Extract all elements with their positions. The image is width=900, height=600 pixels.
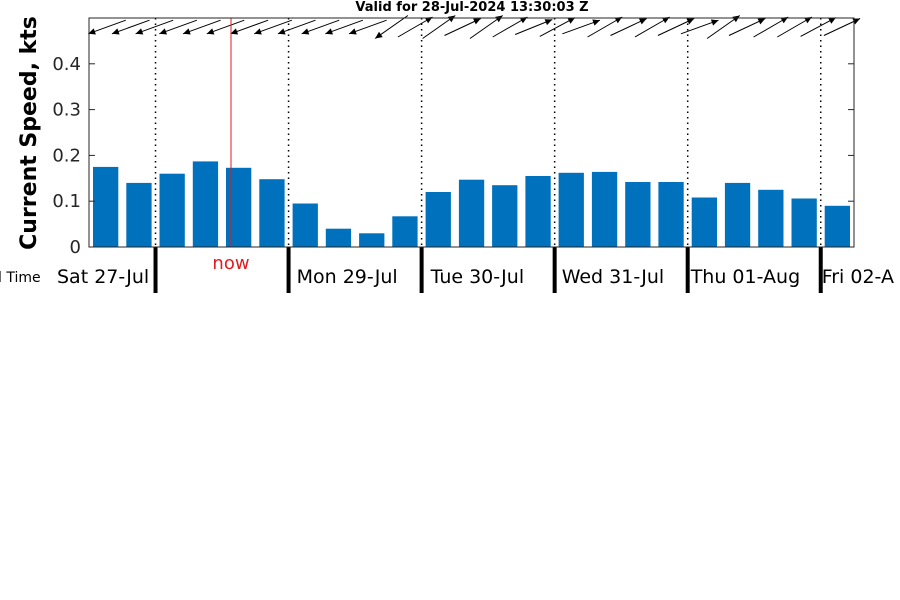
- day-label: Mon 29-Jul: [297, 266, 398, 288]
- direction-arrow: [610, 18, 647, 36]
- bar: [658, 182, 684, 247]
- chart-title: Valid for 28-Jul-2024 13:30:03 Z: [355, 0, 588, 15]
- x-axis-label: l Time: [0, 270, 41, 286]
- day-dividers-group: [153, 18, 823, 293]
- direction-arrow: [159, 19, 198, 35]
- day-label: Tue 30-Jul: [430, 266, 525, 288]
- bar: [292, 203, 318, 247]
- direction-arrow: [111, 19, 150, 35]
- day-label: Thu 01-Aug: [690, 266, 800, 288]
- direction-arrow: [301, 19, 340, 35]
- bar: [724, 182, 751, 247]
- y-ticks-group: 0 0.1 0.2 0.3 0.4: [52, 54, 854, 258]
- direction-arrow: [374, 15, 409, 39]
- bars-group: [93, 161, 850, 248]
- bar: [824, 205, 850, 247]
- bar: [625, 182, 651, 247]
- direction-arrow: [254, 19, 292, 35]
- bar: [525, 176, 551, 247]
- direction-arrows-group: [88, 15, 861, 39]
- direction-arrow: [777, 16, 813, 38]
- bar: [325, 228, 352, 247]
- now-label: now: [212, 253, 249, 274]
- direction-arrow: [325, 19, 364, 35]
- bar: [791, 198, 817, 247]
- direction-arrow: [135, 19, 174, 35]
- y-tick-label: 0.3: [52, 100, 81, 121]
- direction-arrow: [515, 19, 553, 35]
- y-tick-label: 0.2: [52, 145, 81, 166]
- y-tick-label: 0: [70, 237, 81, 258]
- direction-arrow: [277, 19, 316, 35]
- direction-arrow: [348, 19, 387, 35]
- direction-arrow: [680, 19, 719, 35]
- bar: [558, 172, 584, 247]
- day-label: Sat 27-Jul: [57, 266, 149, 288]
- day-label: Wed 31-Jul: [562, 266, 664, 288]
- direction-arrow: [562, 19, 601, 35]
- direction-arrow: [706, 15, 741, 39]
- bar: [458, 179, 485, 247]
- bar: [192, 161, 219, 247]
- direction-arrow: [800, 17, 837, 37]
- y-tick-label: 0.4: [52, 54, 81, 75]
- direction-arrow: [634, 16, 670, 38]
- bar: [425, 192, 451, 247]
- bar: [359, 233, 385, 247]
- y-tick-label: 0.1: [52, 191, 81, 212]
- direction-arrow: [230, 19, 269, 35]
- day-labels-group: Sat 27-Jul Mon 29-Jul Tue 30-Jul Wed 31-Jul…: [57, 266, 894, 288]
- direction-arrow: [206, 19, 245, 35]
- bar: [591, 171, 618, 247]
- bar: [259, 179, 285, 247]
- bar: [758, 189, 784, 248]
- bar: [159, 173, 185, 247]
- bar: [226, 167, 252, 247]
- direction-arrow: [397, 16, 433, 38]
- direction-arrow: [753, 16, 789, 38]
- direction-arrow: [728, 18, 766, 36]
- bar: [392, 216, 418, 247]
- bar: [126, 182, 152, 247]
- plot-frame: [88, 17, 855, 248]
- direction-arrow: [444, 18, 482, 36]
- bar: [691, 197, 717, 247]
- direction-arrow: [539, 17, 576, 37]
- bar: [492, 185, 518, 247]
- direction-arrow: [422, 15, 456, 39]
- y-axis-label: Current Speed, kts: [17, 16, 42, 250]
- day-label: Fri 02-A: [822, 266, 894, 288]
- direction-arrow: [587, 16, 623, 38]
- direction-arrow: [182, 19, 221, 35]
- direction-arrow: [88, 19, 126, 35]
- direction-arrow: [657, 18, 695, 36]
- direction-arrow: [492, 16, 528, 38]
- bar: [93, 166, 119, 247]
- direction-arrow: [469, 15, 503, 39]
